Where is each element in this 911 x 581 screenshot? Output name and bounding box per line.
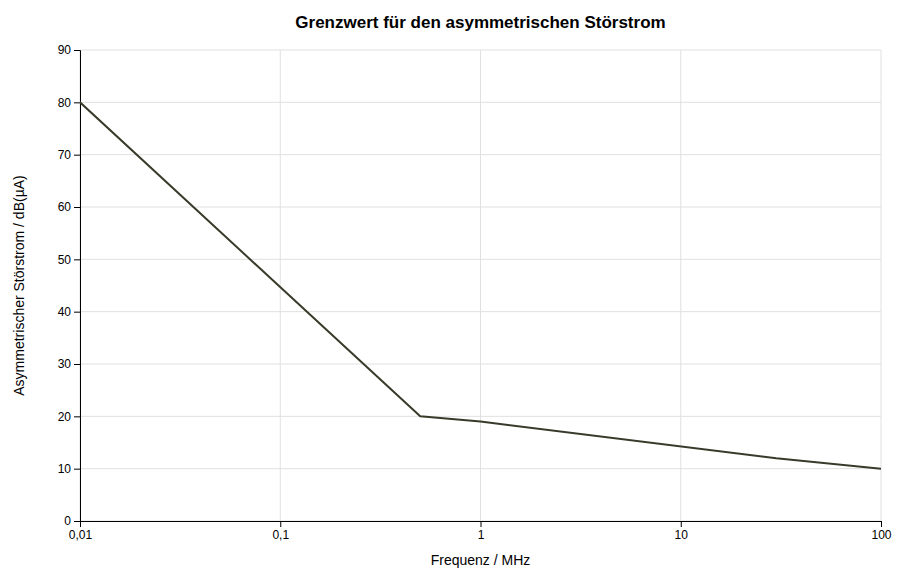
y-axis: 0 10 20 30 40 50 60 70 80 90 bbox=[58, 43, 81, 528]
y-tick-label: 50 bbox=[58, 253, 72, 267]
grid-line-x bbox=[680, 50, 681, 521]
x-tick: 1 bbox=[478, 521, 485, 542]
y-tick-label: 80 bbox=[58, 96, 72, 110]
x-tick-label: 1 bbox=[478, 528, 485, 542]
y-tick-mark bbox=[74, 469, 80, 470]
x-tick: 10 bbox=[675, 521, 689, 542]
grid-line-y bbox=[80, 311, 881, 312]
y-tick-mark bbox=[74, 207, 80, 208]
y-tick-label: 40 bbox=[58, 305, 72, 319]
y-tick: 90 bbox=[58, 43, 80, 57]
y-tick: 10 bbox=[58, 462, 80, 476]
x-tick-label: 0,1 bbox=[272, 528, 289, 542]
x-axis-title: Frequenz / MHz bbox=[431, 552, 531, 568]
y-tick: 50 bbox=[58, 253, 80, 267]
chart-svg: 0,01 0,1 1 10 100 0 10 20 30 40 50 60 70 80 90 Grenzwer… bbox=[0, 0, 911, 581]
y-tick: 40 bbox=[58, 305, 80, 319]
y-tick-mark bbox=[74, 102, 80, 103]
data-line bbox=[80, 102, 881, 468]
y-tick: 70 bbox=[58, 148, 80, 162]
grid-line-y bbox=[80, 207, 881, 208]
y-tick: 0 bbox=[64, 514, 80, 528]
y-tick-label: 0 bbox=[64, 514, 71, 528]
grid-line-y bbox=[80, 154, 881, 155]
grid-line-y bbox=[80, 364, 881, 365]
grid-line-y bbox=[80, 259, 881, 260]
grid-line-y bbox=[80, 102, 881, 103]
x-tick-mark bbox=[280, 521, 281, 527]
y-tick-mark bbox=[74, 312, 80, 313]
x-tick: 0,01 bbox=[69, 521, 93, 542]
y-tick-mark bbox=[74, 259, 80, 260]
chart-container: 0,01 0,1 1 10 100 0 10 20 30 40 50 60 70 80 90 Grenzwer… bbox=[0, 0, 911, 581]
y-tick-mark bbox=[74, 155, 80, 156]
grid-line-x bbox=[480, 50, 481, 521]
x-tick-label: 0,01 bbox=[69, 528, 93, 542]
y-tick-label: 10 bbox=[58, 462, 72, 476]
y-tick-mark bbox=[74, 416, 80, 417]
y-tick: 30 bbox=[58, 357, 80, 371]
grid bbox=[80, 50, 881, 521]
y-tick: 80 bbox=[58, 96, 80, 110]
y-tick: 20 bbox=[58, 410, 80, 424]
y-axis-title: Asymmetrischer Störstrom / dB(µA) bbox=[11, 175, 27, 395]
x-tick: 100 bbox=[871, 521, 891, 542]
y-tick-label: 90 bbox=[58, 43, 72, 57]
y-tick-label: 60 bbox=[58, 200, 72, 214]
y-tick-label: 20 bbox=[58, 410, 72, 424]
x-tick-label: 10 bbox=[675, 528, 689, 542]
grid-line-y bbox=[80, 468, 881, 469]
grid-line-y bbox=[80, 416, 881, 417]
y-axis-line bbox=[74, 51, 81, 522]
y-tick-label: 70 bbox=[58, 148, 72, 162]
x-tick-mark bbox=[881, 521, 882, 527]
grid-line-x bbox=[881, 50, 882, 521]
y-tick-mark bbox=[74, 521, 80, 522]
x-axis: 0,01 0,1 1 10 100 bbox=[69, 521, 892, 542]
x-tick-label: 100 bbox=[871, 528, 891, 542]
y-tick-mark bbox=[74, 50, 80, 51]
plot-area: 0,01 0,1 1 10 100 0 10 20 30 40 50 60 70 80 90 bbox=[58, 43, 892, 541]
x-axis-line bbox=[81, 522, 882, 528]
y-tick: 60 bbox=[58, 200, 80, 214]
y-tick-mark bbox=[74, 364, 80, 365]
marks bbox=[80, 102, 881, 468]
x-tick: 0,1 bbox=[272, 521, 289, 542]
x-tick-mark bbox=[681, 521, 682, 527]
chart-title: Grenzwert für den asymmetrischen Störstr… bbox=[295, 13, 665, 32]
grid-line-y bbox=[80, 50, 881, 51]
x-tick-mark bbox=[481, 521, 482, 527]
y-tick-label: 30 bbox=[58, 357, 72, 371]
